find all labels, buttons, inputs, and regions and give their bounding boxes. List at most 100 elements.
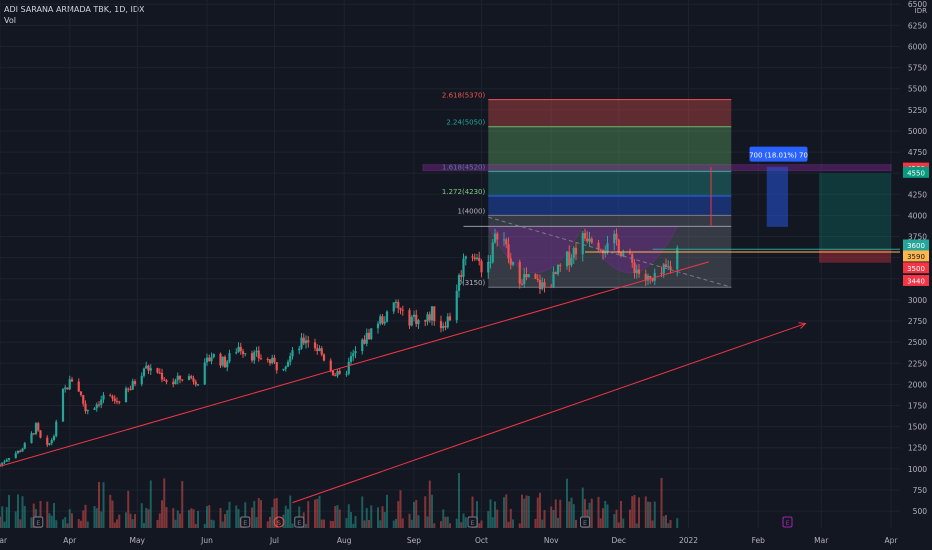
earnings-marker-icon[interactable] [294, 516, 305, 528]
price-tag[interactable] [903, 262, 929, 274]
price-tick-label: 5250 [908, 106, 927, 115]
earnings-marker-icon[interactable] [33, 516, 44, 528]
candle-body [30, 433, 33, 444]
candle-body [228, 353, 231, 362]
measure-label-box[interactable] [749, 146, 808, 162]
candle-body [205, 357, 209, 363]
price-tag-label: 4550 [907, 169, 925, 177]
candle-body [46, 437, 49, 445]
volume-bar [338, 509, 341, 528]
volume-bar [55, 520, 58, 528]
candle-body [172, 381, 175, 385]
volume-bar [329, 520, 332, 528]
candle-body [534, 274, 537, 279]
candle-body [599, 249, 602, 251]
volume-bar [676, 518, 679, 528]
volume-bar [559, 499, 562, 528]
candle-body [408, 310, 411, 326]
volume-bar [48, 513, 51, 528]
volume-bar [100, 511, 103, 528]
candle-body [291, 350, 294, 357]
price-tag[interactable] [903, 239, 929, 251]
time-axis[interactable]: Mar Apr May Jun Jul Aug Sep Oct Nov Dec 2022 Feb Mar… [0, 536, 898, 545]
target-zone[interactable] [422, 164, 892, 172]
event-marker-label: E [297, 519, 301, 527]
price-tag[interactable] [903, 274, 929, 286]
volume-bar [80, 520, 82, 528]
volume-bar [102, 482, 105, 528]
volume-bar [620, 500, 622, 528]
volume-bar [669, 519, 672, 528]
candle-body [336, 371, 339, 376]
volume-bar [599, 518, 602, 528]
volume-bar [305, 523, 307, 528]
earnings-marker-icon[interactable] [467, 516, 478, 528]
split-marker-icon[interactable] [273, 516, 285, 528]
candle-body [253, 352, 256, 361]
volume-bar [266, 521, 269, 528]
drawings-foreground[interactable]: 700 (18.01%) 70 [0, 146, 900, 504]
volume-bar [17, 494, 19, 528]
candle-body [304, 340, 308, 344]
currency-label: IDR [915, 7, 927, 15]
symbol-name[interactable]: ADI SARANA ARMADA TBK [4, 5, 110, 14]
position-stop-zone[interactable] [819, 249, 891, 263]
candle-body [124, 388, 128, 403]
candle-body [129, 389, 132, 391]
event-marker-label: E [243, 519, 247, 527]
candle-body [667, 266, 670, 268]
price-tag[interactable] [903, 166, 929, 178]
time-tick-label: Oct [475, 536, 488, 545]
candle-body [622, 253, 625, 256]
volume-bar [370, 505, 373, 528]
earnings-marker-icon[interactable] [580, 516, 590, 528]
earnings-marker-icon[interactable] [240, 516, 251, 528]
candle-body [635, 269, 638, 273]
price-tick-label: 5000 [908, 127, 927, 136]
title-separator-1: , [109, 5, 115, 14]
volume-bar [464, 517, 467, 528]
candle-body [271, 357, 274, 364]
volume-bar [449, 523, 451, 528]
volume-bar [93, 505, 96, 528]
position-profit-zone[interactable] [819, 173, 891, 250]
candle-body [619, 252, 623, 256]
volume-bar [644, 496, 647, 528]
interval[interactable]: 1D [114, 5, 126, 14]
candle-body [210, 357, 213, 362]
candle-body [61, 389, 65, 422]
volume-bars [0, 473, 679, 528]
volume-bar [224, 514, 226, 528]
volume-bar [590, 498, 593, 528]
trend-arrow-line[interactable] [292, 323, 806, 504]
candle-body [536, 278, 539, 280]
candle-body [176, 375, 179, 381]
volume-bar [352, 523, 355, 528]
candle-body [255, 350, 258, 353]
ascending-trendline[interactable] [0, 261, 709, 467]
price-range-measure[interactable] [766, 166, 788, 227]
volume-bar [134, 514, 136, 528]
volume-bar [190, 508, 193, 528]
price-tick-label: 1500 [908, 423, 927, 432]
volume-bar [21, 496, 24, 528]
candle-body [442, 326, 445, 329]
price-tick-label: 2750 [908, 317, 927, 326]
price-tag[interactable] [903, 250, 929, 262]
fib-band [488, 99, 732, 127]
volume-bar [147, 509, 150, 528]
volume-legend[interactable]: Vol [4, 16, 16, 25]
volume-bar [23, 505, 26, 528]
descending-trendline[interactable] [488, 216, 732, 288]
candle-body [554, 272, 557, 274]
price-tick-label: 1750 [908, 402, 927, 411]
volume-bar [386, 494, 388, 528]
candle-body [471, 256, 474, 258]
volume-bar [226, 510, 229, 528]
price-axis[interactable]: 500 750 1000 1250 1500 1750 2000 2250 2500 2750 30… [903, 0, 929, 516]
time-tick-label: Apr [63, 536, 77, 545]
earnings-marker-icon[interactable] [782, 516, 793, 528]
volume-bar [1, 506, 4, 528]
